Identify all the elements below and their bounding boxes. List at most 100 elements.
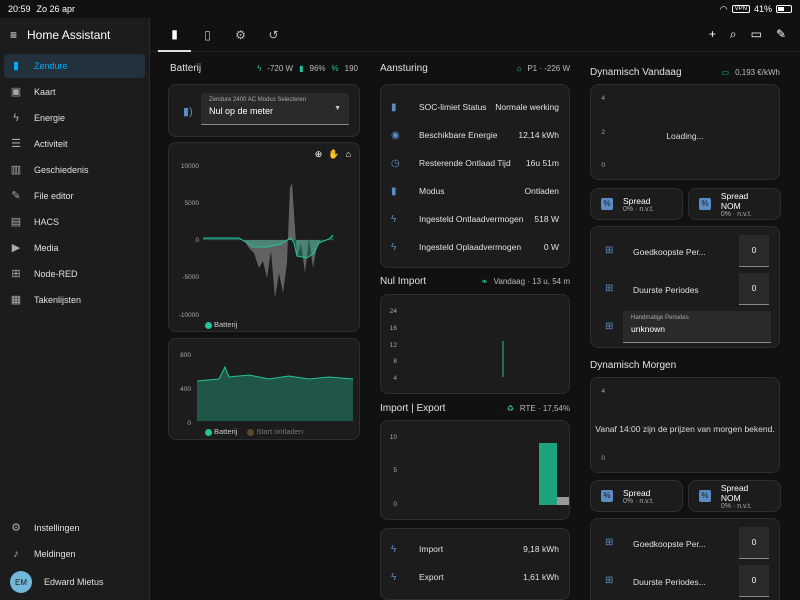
sidebar-item-label: Energie <box>34 113 66 123</box>
sidebar-item-energie[interactable]: ϟ Energie <box>4 106 145 130</box>
lightning-icon: ϟ <box>13 112 19 124</box>
sidebar-item-media[interactable]: ▶ Media <box>4 236 145 260</box>
wrench-icon: ✎ <box>11 190 21 202</box>
y-tick-label: 4 <box>601 388 605 395</box>
battery-value: 190 <box>344 63 358 73</box>
mode-select-card: ▮) Zendure 2400 AC Modus Selecteren Nul … <box>168 84 360 137</box>
edit-icon[interactable]: ✎ <box>775 27 786 41</box>
tab-history[interactable]: ↺ <box>257 18 290 52</box>
sidebar-item-geschiedenis[interactable]: ▥ Geschiedenis <box>4 158 145 182</box>
avatar: EM <box>10 571 32 593</box>
battery-icon: ▮ <box>299 63 304 73</box>
sidebar-item-activiteit[interactable]: ☰ Activiteit <box>4 132 145 156</box>
zoom-icon[interactable]: ⊕ <box>314 149 323 159</box>
add-icon[interactable]: + <box>708 27 716 41</box>
entity-row[interactable]: ϟ Import 9,18 kWh <box>391 543 559 555</box>
duurste-input[interactable]: 0 <box>739 565 769 597</box>
y-tick-label: 8 <box>393 358 397 365</box>
import-export-chart-card: 10 5 0 <box>380 420 570 520</box>
y-tick-label: 400 <box>180 386 191 393</box>
entity-row[interactable]: ◉ Beschikbare Energie 12,14 kWh <box>391 129 559 141</box>
entity-row[interactable]: ◷ Resterende Ontlaad Tijd 16u 51m <box>391 157 559 169</box>
legend-item[interactable]: Batterij <box>205 320 237 329</box>
y-tick-label: 5000 <box>185 200 200 207</box>
rte-value: RTE · 17,54% <box>519 403 570 413</box>
sidebar-item-node-red[interactable]: ⊞ Node-RED <box>4 262 145 286</box>
mode-select[interactable]: Zendure 2400 AC Modus Selecteren Nul op … <box>201 93 349 125</box>
sidebar-item-instellingen[interactable]: ⚙ Instellingen <box>4 516 146 540</box>
clipboard-icon: ▦ <box>10 294 22 306</box>
sidebar-item-zendure[interactable]: ▮ Zendure <box>4 54 145 78</box>
counter-icon: % <box>331 63 339 73</box>
y-tick-label: 16 <box>390 325 398 332</box>
entity-row[interactable]: ϟ Export 1,61 kWh <box>391 571 559 583</box>
sidebar-item-label: Node-RED <box>34 269 78 279</box>
dyn-morgen-section: Dynamisch Morgen <box>590 357 780 373</box>
section-title: Dynamisch Vandaag <box>590 66 682 78</box>
sidebar-item-label: HACS <box>34 217 60 227</box>
entity-row[interactable]: ▮ SOC-limiet Status Normale werking <box>391 101 559 113</box>
user-profile[interactable]: EM Edward Mietus <box>4 568 146 596</box>
search-icon[interactable]: ⌕ <box>729 27 737 41</box>
spread-card[interactable]: % Spread 0% · n.v.t. <box>590 480 683 512</box>
sidebar-item-hacs[interactable]: ▤ HACS <box>4 210 145 234</box>
nul-import-header: Nul Import ❧ Vandaag · 13 u, 54 m <box>380 273 570 289</box>
menu-icon[interactable]: ≡ <box>10 28 18 42</box>
y-tick-label: 4 <box>393 375 397 382</box>
chart-icon: ▥ <box>10 164 22 176</box>
y-tick-label: -10000 <box>179 312 200 319</box>
y-tick-label: 2 <box>601 129 605 136</box>
battery-power-chart: 10000 5000 0 -5000 -10000 <box>179 163 334 319</box>
loading-text: Loading... <box>666 131 704 141</box>
sidebar-item-label: Instellingen <box>34 523 80 533</box>
nul-import-chart: 24 16 12 8 4 <box>390 308 504 382</box>
legend-item[interactable]: Start ontladen <box>247 427 303 436</box>
sidebar: ≡ Home Assistant ▮ Zendure ▣ Kaart ϟ Energi… <box>0 18 150 600</box>
periods-card-morgen: ⊞ Goedkoopste Per... 0 ⊞ Duurste Periode… <box>590 518 780 600</box>
entity-row[interactable]: ϟ Ingesteld Ontlaadvermogen 518 W <box>391 213 559 225</box>
dyn-vandaag-chart-card: 4 2 0 Loading... <box>590 84 780 180</box>
sidebar-item-kaart[interactable]: ▣ Kaart <box>4 80 145 104</box>
battery-charging-icon: ▮) <box>183 106 193 118</box>
dyn-morgen-header: Dynamisch Morgen <box>590 357 780 373</box>
home-icon[interactable]: ⌂ <box>345 149 351 159</box>
goedkoopste-label: Goedkoopste Per... <box>633 247 706 257</box>
entity-row[interactable]: ϟ Ingesteld Oplaadvermogen 0 W <box>391 241 559 253</box>
spread-nom-card[interactable]: % Spread NOM 0% · n.v.t. <box>688 480 781 512</box>
duurste-input[interactable]: 0 <box>739 273 769 305</box>
handmatig-input[interactable]: Handmatige Periodes unknown <box>623 311 771 343</box>
cash-icon: ▭ <box>721 67 730 77</box>
assist-icon[interactable]: ▭ <box>750 27 762 41</box>
sidebar-item-label: Media <box>34 243 59 253</box>
dyn-morgen-chart: 4 0 <box>601 388 605 462</box>
sidebar-item-takenlijsten[interactable]: ▦ Takenlijsten <box>4 288 145 312</box>
tab-battery[interactable]: ▮ <box>158 18 191 52</box>
nul-import-meta: Vandaag · 13 u, 54 m <box>493 276 570 286</box>
sidebar-item-file-editor[interactable]: ✎ File editor <box>4 184 145 208</box>
y-tick-label: -5000 <box>182 274 199 281</box>
spread-nom-card[interactable]: % Spread NOM 0% · n.v.t. <box>688 188 781 220</box>
section-title: Dynamisch Morgen <box>590 359 677 371</box>
goedkoopste-input[interactable]: 0 <box>739 527 769 559</box>
periods-card: ⊞ Goedkoopste Per... 0 ⊞ Duurste Periode… <box>590 226 780 348</box>
y-tick-label: 0 <box>393 501 397 508</box>
import-export-section: Import | Export ♻ RTE · 17,54% <box>380 400 570 416</box>
lightning-icon: ϟ <box>257 63 262 73</box>
batterij-header: Batterij ϟ -720 W ▮ 96% % 190 <box>168 60 360 76</box>
recycle-icon: ♻ <box>506 403 514 413</box>
lightning-icon: ϟ <box>391 213 397 225</box>
goedkoopste-input[interactable]: 0 <box>739 235 769 267</box>
tab-device[interactable]: ▯ <box>191 18 224 52</box>
bell-icon: ♪ <box>13 548 19 560</box>
legend-item[interactable]: Batterij <box>205 427 237 436</box>
section-title: Batterij <box>170 62 202 74</box>
grid-icon: ⊞ <box>605 575 614 586</box>
spread-card[interactable]: % Spread 0% · n.v.t. <box>590 188 683 220</box>
grid-icon: ⊞ <box>605 537 614 548</box>
pan-icon[interactable]: ✋ <box>328 149 340 159</box>
tab-settings[interactable]: ⚙ <box>224 18 257 52</box>
p1-value: P1 · -226 W <box>527 63 570 73</box>
percent-icon: % <box>699 490 711 502</box>
sidebar-item-meldingen[interactable]: ♪ Meldingen <box>4 542 146 566</box>
entity-row[interactable]: ▮ Modus Ontladen <box>391 185 559 197</box>
